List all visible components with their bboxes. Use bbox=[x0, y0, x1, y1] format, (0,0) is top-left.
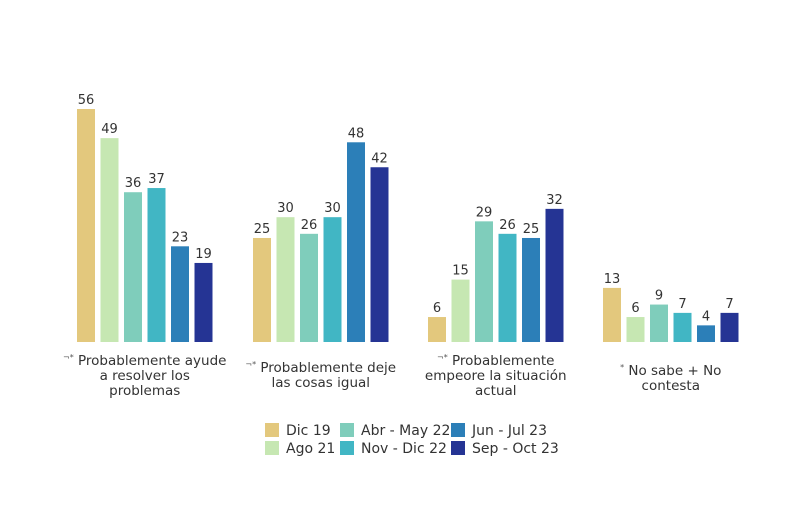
bar bbox=[370, 167, 389, 342]
legend-item: Sep - Oct 23 bbox=[451, 441, 559, 457]
value-label: 42 bbox=[371, 151, 388, 166]
value-label: 9 bbox=[655, 289, 663, 304]
bar bbox=[720, 312, 739, 342]
value-label: 6 bbox=[433, 301, 441, 316]
legend-item: Nov - Dic 22 bbox=[340, 441, 447, 457]
value-label: 36 bbox=[125, 176, 142, 191]
bar bbox=[124, 192, 142, 342]
legend-label: Jun - Jul 23 bbox=[471, 423, 547, 439]
category-label-line: ¬* Probablemente bbox=[437, 353, 555, 369]
footnote-marker: * bbox=[620, 363, 624, 372]
bar bbox=[697, 325, 715, 342]
legend-item: Dic 19 bbox=[265, 423, 331, 439]
bar bbox=[522, 237, 540, 342]
legend-swatch bbox=[340, 441, 354, 455]
bar bbox=[253, 237, 271, 342]
bar bbox=[347, 142, 365, 342]
legend-label: Sep - Oct 23 bbox=[472, 441, 559, 457]
value-label: 37 bbox=[148, 172, 165, 187]
footnote-marker: ¬* bbox=[245, 360, 256, 369]
value-label: 30 bbox=[277, 201, 294, 216]
bar bbox=[194, 262, 213, 342]
category-label-line: problemas bbox=[109, 383, 180, 399]
value-labels-layer: 56 25 6 13 49 30 15 6 36 26 29 9 37 30 26 7 23 48 25 4 19 42 3… bbox=[78, 93, 734, 324]
value-label: 49 bbox=[101, 122, 118, 137]
value-label: 48 bbox=[348, 126, 365, 141]
category-label-line: contesta bbox=[642, 378, 700, 394]
value-label: 7 bbox=[725, 297, 733, 312]
value-label: 4 bbox=[702, 309, 710, 324]
value-label: 19 bbox=[195, 247, 212, 262]
value-label: 32 bbox=[546, 193, 563, 208]
legend-swatch bbox=[451, 441, 465, 455]
bar bbox=[650, 304, 668, 342]
legend-label: Ago 21 bbox=[286, 441, 335, 457]
bar bbox=[626, 317, 645, 342]
footnote-marker: ¬* bbox=[63, 353, 74, 362]
legend: Dic 19 Ago 21 Abr - May 22 Nov - Dic 22 Jun … bbox=[265, 423, 559, 457]
category-label-line: empeore la situación bbox=[425, 368, 567, 384]
bar bbox=[673, 312, 692, 342]
bar bbox=[300, 233, 318, 342]
legend-item: Abr - May 22 bbox=[340, 423, 450, 439]
value-label: 26 bbox=[499, 218, 516, 233]
bar bbox=[545, 208, 564, 342]
bar bbox=[475, 221, 493, 342]
bar bbox=[171, 246, 189, 342]
value-label: 25 bbox=[523, 222, 540, 237]
value-label: 7 bbox=[678, 297, 686, 312]
value-label: 56 bbox=[78, 93, 95, 108]
value-label: 15 bbox=[452, 264, 469, 279]
bar bbox=[276, 217, 295, 342]
bar bbox=[451, 279, 470, 342]
legend-label: Dic 19 bbox=[286, 423, 331, 439]
legend-swatch bbox=[451, 423, 465, 437]
value-label: 26 bbox=[301, 218, 318, 233]
value-label: 29 bbox=[476, 205, 493, 220]
legend-label: Nov - Dic 22 bbox=[361, 441, 447, 457]
category-label-line: * No sabe + No bbox=[620, 363, 721, 379]
bar bbox=[323, 217, 342, 342]
bar bbox=[100, 138, 119, 342]
legend-swatch bbox=[265, 423, 279, 437]
bar bbox=[147, 188, 166, 342]
value-label: 23 bbox=[172, 230, 189, 245]
bars-layer bbox=[77, 109, 739, 342]
bar bbox=[498, 233, 517, 342]
value-label: 25 bbox=[254, 222, 271, 237]
bar bbox=[428, 317, 446, 342]
category-label-line: actual bbox=[475, 383, 517, 399]
legend-swatch bbox=[265, 441, 279, 455]
category-label-line: las cosas igual bbox=[271, 375, 370, 391]
bar bbox=[77, 109, 95, 342]
legend-item: Ago 21 bbox=[265, 441, 335, 457]
value-label: 13 bbox=[604, 272, 621, 287]
category-label-line: a resolver los bbox=[100, 368, 190, 384]
bar bbox=[603, 287, 621, 342]
legend-label: Abr - May 22 bbox=[361, 423, 450, 439]
value-label: 30 bbox=[324, 201, 341, 216]
legend-item: Jun - Jul 23 bbox=[451, 423, 547, 439]
legend-swatch bbox=[340, 423, 354, 437]
footnote-marker: ¬* bbox=[437, 353, 448, 362]
category-label-line: ¬* Probablemente deje bbox=[245, 360, 396, 376]
value-label: 6 bbox=[631, 301, 639, 316]
category-label-line: ¬* Probablemente ayude bbox=[63, 353, 226, 369]
